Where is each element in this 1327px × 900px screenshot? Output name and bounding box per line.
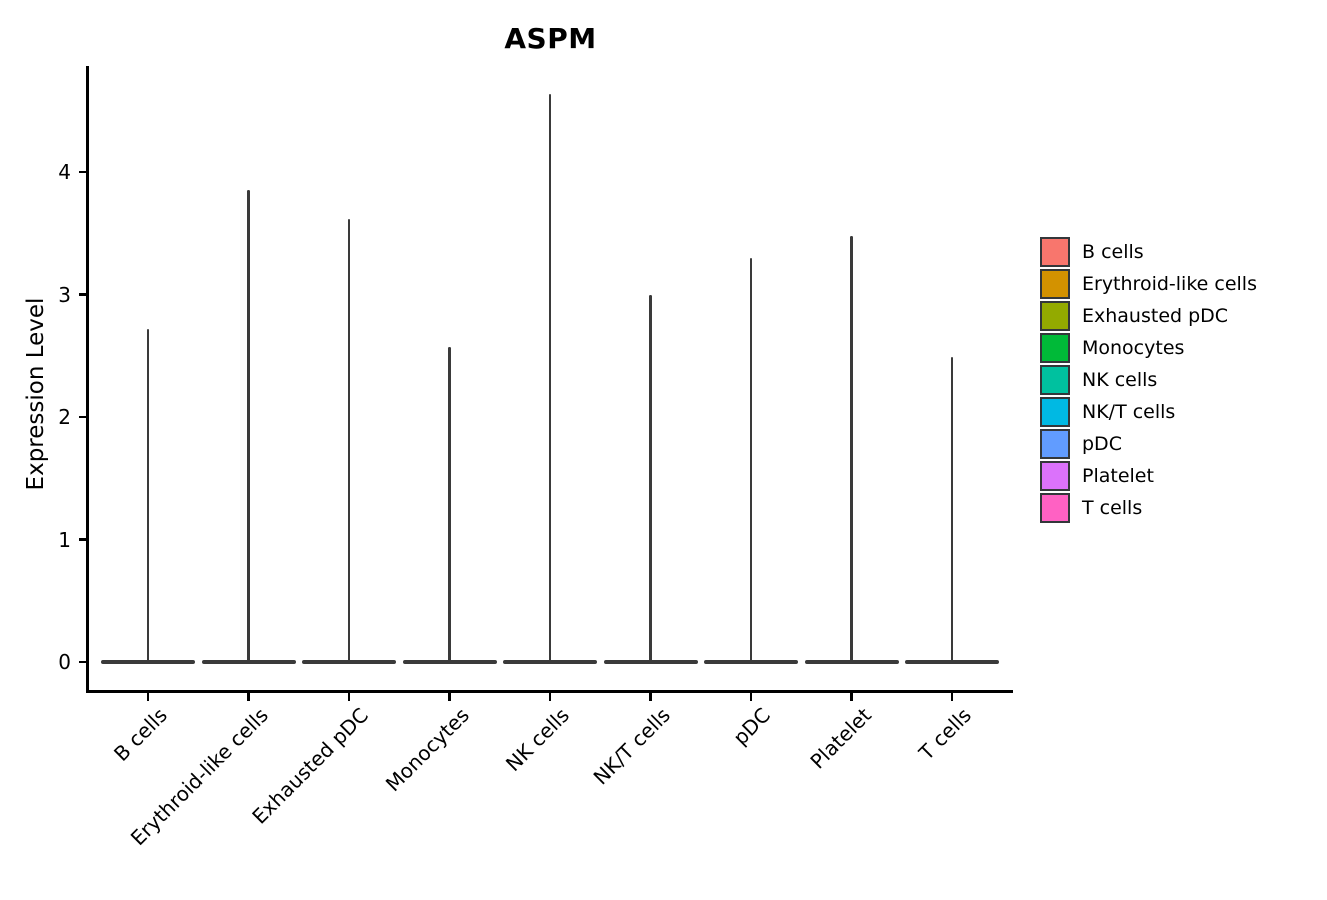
legend-item: Monocytes	[1040, 332, 1257, 364]
violin-spike	[850, 235, 853, 662]
x-tick-mark	[850, 692, 853, 701]
x-tick-mark	[950, 692, 954, 701]
legend-label: pDC	[1082, 433, 1122, 455]
x-tick-mark	[649, 692, 652, 701]
violin-spike	[548, 93, 552, 662]
y-tick-mark	[79, 538, 88, 541]
violin-base	[503, 660, 597, 664]
x-tick-mark	[749, 692, 753, 701]
y-tick-mark	[79, 660, 88, 664]
legend-label: NK/T cells	[1082, 401, 1176, 423]
y-tick-mark	[79, 415, 88, 419]
legend-item: NK/T cells	[1040, 396, 1257, 428]
y-tick-mark	[79, 293, 88, 296]
x-tick-mark	[247, 692, 250, 701]
legend-item: T cells	[1040, 492, 1257, 524]
legend-label: B cells	[1082, 241, 1144, 263]
legend-label: Erythroid-like cells	[1082, 273, 1257, 295]
legend-label: Exhausted pDC	[1082, 305, 1229, 327]
legend-color-swatch	[1040, 493, 1070, 523]
violin-base	[302, 660, 396, 664]
x-tick-mark	[347, 692, 351, 701]
y-tick-label: 0	[58, 650, 71, 674]
legend: B cells Erythroid-like cells Exhausted pDC…	[1040, 236, 1257, 524]
violin-base	[905, 660, 999, 664]
legend-color-swatch	[1040, 365, 1070, 395]
legend-label: Platelet	[1082, 465, 1154, 487]
x-axis-label-text: Platelet	[804, 703, 876, 774]
legend-color-swatch	[1040, 237, 1070, 267]
violin-spike	[950, 356, 954, 662]
legend-label: NK cells	[1082, 369, 1158, 391]
y-tick-label: 3	[58, 282, 71, 307]
legend-item: NK cells	[1040, 364, 1257, 396]
legend-color-swatch	[1040, 269, 1070, 299]
y-tick-label: 4	[58, 160, 71, 184]
y-axis-title: Expression Level	[23, 297, 49, 491]
legend-color-swatch	[1040, 429, 1070, 459]
x-tick-mark	[146, 692, 150, 701]
violin-spike	[146, 328, 150, 662]
legend-color-swatch	[1040, 301, 1070, 331]
y-tick-mark	[79, 170, 88, 174]
violin-base	[201, 660, 296, 664]
x-axis-label: B cells	[109, 703, 220, 766]
legend-item: pDC	[1040, 428, 1257, 460]
violin-base	[704, 660, 798, 664]
y-tick-label: 1	[58, 527, 71, 552]
x-axis-label: T cells	[914, 703, 1022, 765]
violin-spike	[247, 190, 250, 662]
x-tick-mark	[448, 692, 451, 701]
y-tick-label: 2	[58, 405, 71, 429]
violin-spike	[347, 218, 351, 662]
legend-color-swatch	[1040, 461, 1070, 491]
x-axis-label-text: B cells	[109, 703, 172, 766]
y-axis-line	[86, 66, 89, 692]
violin-base	[603, 660, 698, 664]
x-axis-label: NK cells	[501, 703, 636, 776]
legend-item: Erythroid-like cells	[1040, 268, 1257, 300]
x-axis-label: pDC	[728, 703, 800, 750]
legend-color-swatch	[1040, 333, 1070, 363]
x-axis-label: Platelet	[805, 703, 935, 774]
x-axis-line	[86, 690, 1013, 693]
chart-title: ASPM	[504, 22, 597, 55]
violin-base	[402, 660, 497, 664]
legend-label: Monocytes	[1082, 337, 1185, 359]
legend-item: Exhausted pDC	[1040, 300, 1257, 332]
violin-spike	[448, 347, 451, 662]
x-tick-mark	[548, 692, 552, 701]
legend-label: T cells	[1082, 497, 1143, 519]
violin-base	[804, 660, 899, 664]
legend-item: Platelet	[1040, 460, 1257, 492]
violin-spike	[749, 257, 753, 662]
legend-item: B cells	[1040, 236, 1257, 268]
violin-base	[101, 660, 195, 664]
violin-spike	[649, 294, 652, 662]
legend-color-swatch	[1040, 397, 1070, 427]
